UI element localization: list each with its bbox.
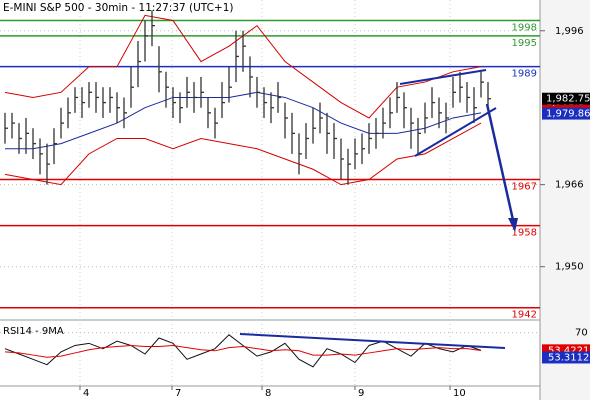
indicator-line <box>5 91 482 150</box>
trendline <box>399 69 487 85</box>
rsi-trendline <box>239 333 506 349</box>
rsi-line <box>4 334 482 368</box>
price-axis-area <box>540 0 590 400</box>
x-tick-label: 8 <box>265 388 271 399</box>
rsi-line <box>4 344 482 358</box>
level-label: 1989 <box>512 69 537 80</box>
x-tick-label: 4 <box>83 388 89 399</box>
level-label: 1995 <box>512 38 537 49</box>
rsi-title: RSI14 - 9MA <box>3 326 64 337</box>
price-label: 1,982.75 <box>546 94 590 105</box>
x-tick-label: 9 <box>358 388 364 399</box>
price-label-box <box>542 107 590 120</box>
rsi-value-box <box>542 351 590 364</box>
projection-arrow <box>485 103 515 221</box>
trendline <box>414 107 497 157</box>
y-tick-label: 1,950 <box>555 262 584 273</box>
price-label-box <box>542 92 590 105</box>
arrow-head <box>508 218 518 232</box>
y-tick-label: 1,996 <box>555 26 584 37</box>
rsi-value-label: 53.4221 <box>548 345 589 356</box>
level-label: 1942 <box>512 310 537 321</box>
y-tick-label: 1,966 <box>555 180 584 191</box>
y-tick-label: 70 <box>575 328 588 339</box>
level-label: 1967 <box>512 182 537 193</box>
level-label: 1998 <box>512 23 537 34</box>
rsi-value-label: 53.3112 <box>548 352 589 363</box>
chart-title: E-MINI S&P 500 - 30min - 11:27:37 (UTC+1… <box>3 2 234 14</box>
x-tick-label: 10 <box>453 388 466 399</box>
level-label: 1958 <box>512 228 537 239</box>
indicator-line <box>4 122 482 186</box>
x-tick-label: 7 <box>175 388 181 399</box>
price-label: 1,979.86 <box>546 109 590 120</box>
